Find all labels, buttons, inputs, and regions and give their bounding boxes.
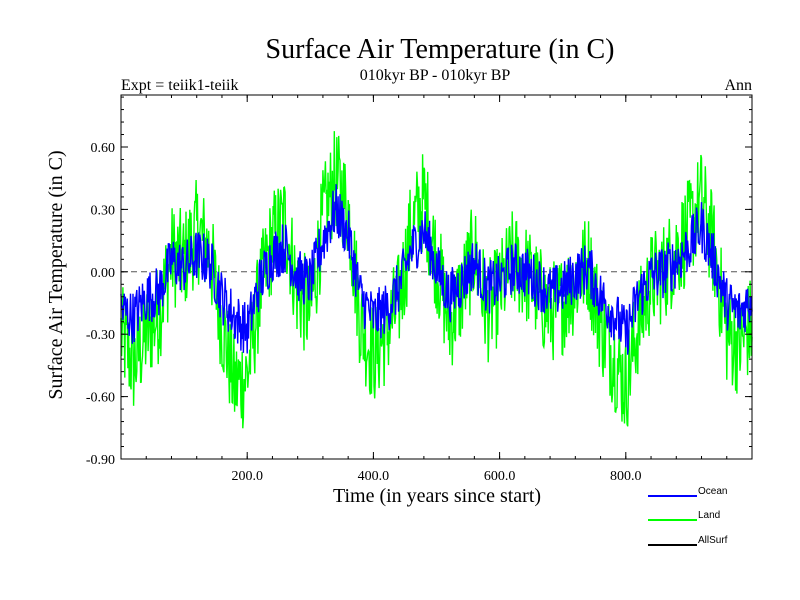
x-tick-label: 400.0	[358, 469, 390, 484]
chart-title: Surface Air Temperature (in C)	[266, 34, 615, 65]
x-axis-label: Time (in years since start)	[333, 485, 541, 507]
expt-label: Expt = teiik1-teiik	[121, 77, 238, 94]
series-line-ocean	[120, 184, 753, 355]
y-tick-label: -0.90	[86, 453, 115, 468]
plot-frame	[120, 94, 753, 460]
y-axis-label: Surface Air Temperature (in C)	[45, 150, 67, 399]
period-label: Ann	[724, 77, 752, 94]
plot-area	[120, 131, 753, 429]
y-tick-label: 0.00	[91, 266, 116, 281]
x-tick-label: 800.0	[610, 469, 642, 484]
y-tick-label: 0.30	[91, 203, 116, 218]
x-tick-label: 200.0	[231, 469, 263, 484]
chart-subtitle: 010kyr BP - 010kyr BP	[360, 67, 511, 84]
y-tick-label: -0.30	[86, 328, 115, 343]
x-tick-label: 600.0	[484, 469, 516, 484]
series-line-land	[120, 131, 753, 429]
y-tick-label: 0.60	[91, 141, 116, 156]
ticks: -0.90 -0.60 -0.30 0.00 0.30 0.60 200.0 400.0 600…	[86, 95, 752, 484]
legend: Ocean Land AllSurf	[648, 486, 728, 546]
y-tick-label: -0.60	[86, 391, 115, 406]
axes	[120, 94, 753, 460]
legend-label-allsurf: AllSurf	[698, 535, 728, 546]
legend-label-ocean: Ocean	[698, 486, 727, 497]
legend-label-land: Land	[698, 510, 720, 521]
